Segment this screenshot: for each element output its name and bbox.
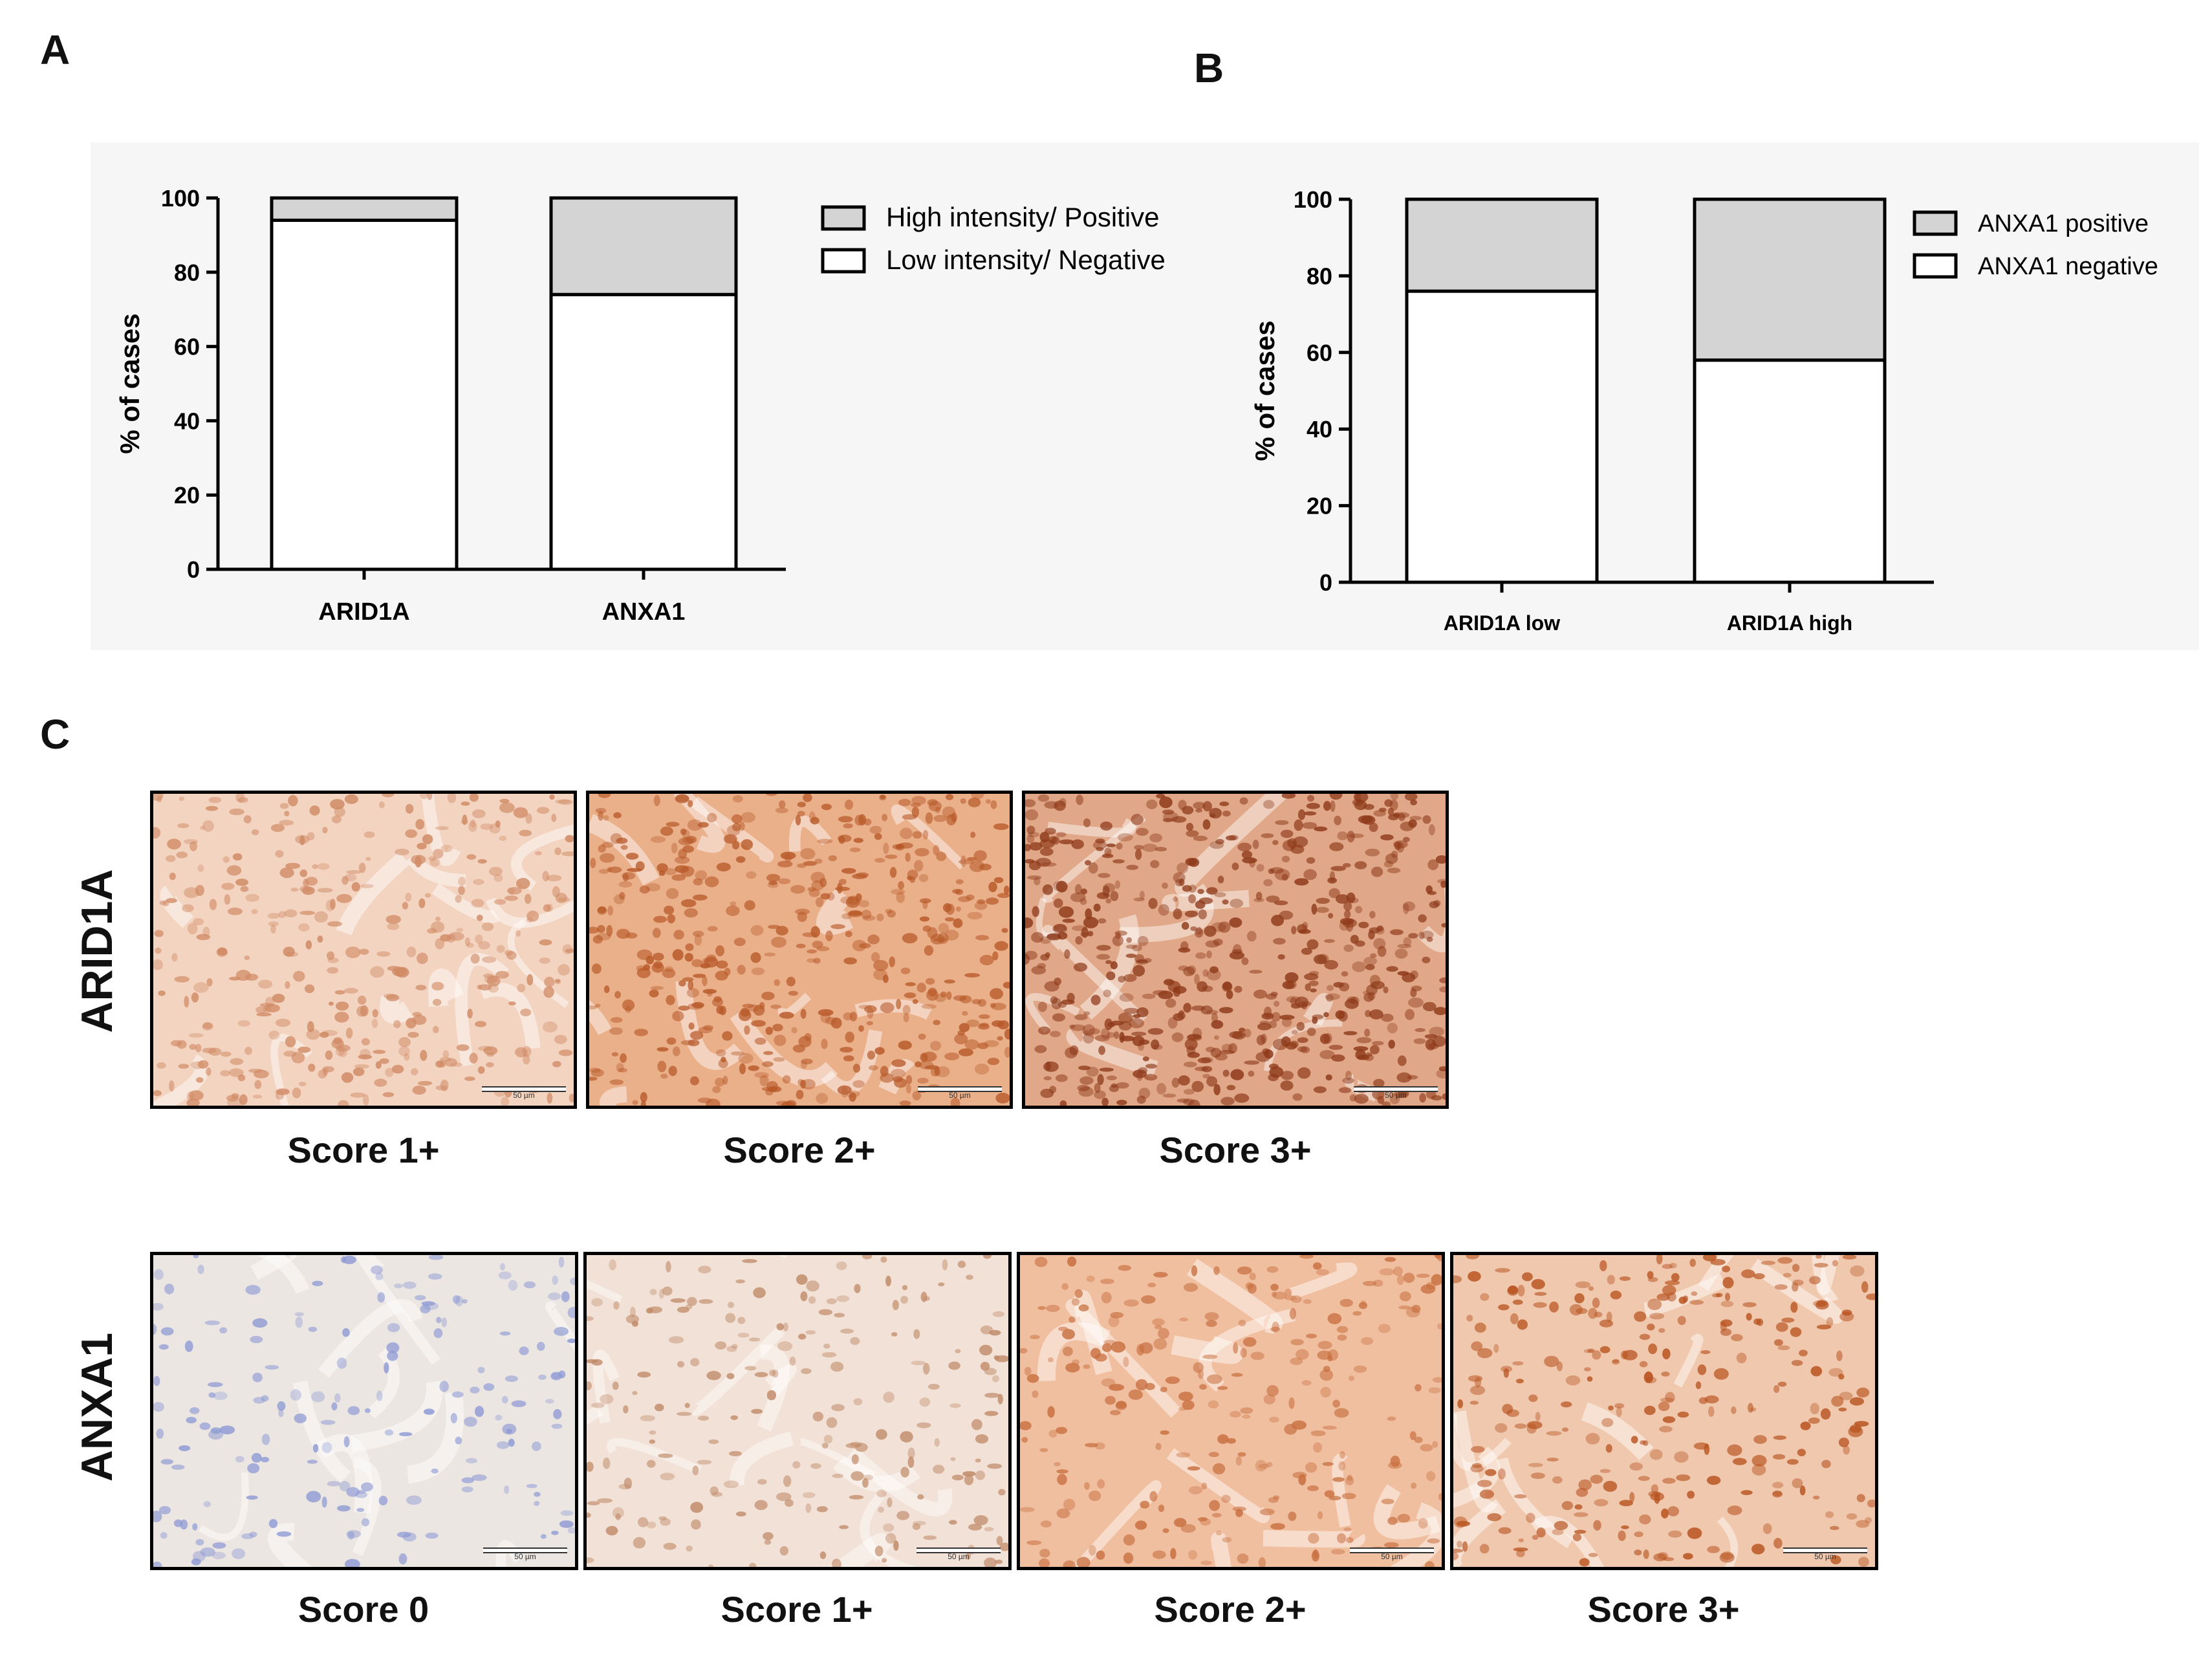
scale-bar: 50 µm (1354, 1084, 1438, 1100)
scale-bar: 50 µm (1350, 1545, 1434, 1561)
chart-a: 0 20 40 60 80 100 % of cases ARID1A ANXA1 High in… (114, 185, 1166, 626)
chart-b-y-tick-label: 100 (1294, 186, 1332, 213)
scale-bar: 50 µm (482, 1084, 566, 1100)
tissue-texture (153, 794, 574, 1106)
scale-bar-label: 50 µm (1814, 1552, 1836, 1561)
chart-a-legend-label: Low intensity/ Negative (886, 245, 1166, 275)
micrograph-arid1a-score-1: 50 µm (150, 791, 577, 1109)
chart-a-bar-arid1a-positive (270, 196, 459, 222)
caption-anxa1-score-0: Score 0 (298, 1589, 429, 1630)
panel-label-a: A (40, 27, 70, 73)
scale-bar-label: 50 µm (948, 1552, 970, 1561)
scale-bar-label: 50 µm (1385, 1091, 1407, 1100)
chart-a-bar-arid1a-negative (270, 218, 459, 571)
chart-a-x-tick-label: ANXA1 (602, 598, 686, 626)
panel-label-b: B (1194, 45, 1224, 91)
caption-anxa1-score-1: Score 1+ (721, 1589, 873, 1630)
scale-bar-label: 50 µm (513, 1091, 535, 1100)
caption-anxa1-score-2: Score 2+ (1154, 1589, 1307, 1630)
micrograph-arid1a-score-2: 50 µm (586, 791, 1013, 1109)
chart-b-x-tick-label: ARID1A low (1444, 611, 1560, 635)
micrograph-anxa1-score-3: 50 µm (1450, 1252, 1878, 1570)
chart-b-y-tick-label: 0 (1319, 569, 1332, 596)
chart-b-y-tick-label: 40 (1307, 416, 1332, 443)
row-label-anxa1: ANXA1 (72, 1332, 122, 1482)
tissue-texture (153, 1255, 575, 1567)
chart-b-x-tick-label: ARID1A high (1727, 611, 1852, 635)
chart-a-bar-anxa1-negative (549, 292, 738, 571)
caption-arid1a-score-2: Score 2+ (723, 1130, 876, 1170)
tissue-texture (587, 1255, 1008, 1567)
micrograph-arid1a-score-3: 50 µm (1022, 791, 1449, 1109)
chart-b-bar-arid1a-low-negative (1405, 289, 1599, 584)
chart-b-bar-arid1a-low-positive (1405, 197, 1599, 293)
chart-b-legend-swatch-negative (1913, 253, 1958, 279)
scale-bar-label: 50 µm (1381, 1552, 1403, 1561)
chart-a-y-tick-label: 60 (174, 334, 200, 360)
chart-a-bar-anxa1-positive (549, 196, 738, 296)
tissue-texture (1025, 794, 1446, 1106)
chart-a-legend-swatch-negative (821, 248, 866, 274)
chart-a-y-tick-label: 20 (174, 482, 200, 508)
chart-a-y-tick-label: 40 (174, 408, 200, 434)
caption-arid1a-score-1: Score 1+ (287, 1130, 440, 1170)
chart-b-y-tick-label: 80 (1307, 263, 1332, 289)
chart-a-x-tick-label: ARID1A (318, 598, 409, 626)
chart-a-y-axis-label: % of cases (114, 313, 145, 454)
chart-a-y-tick-label: 80 (174, 259, 200, 286)
row-label-arid1a: ARID1A (72, 869, 122, 1033)
tissue-texture (1020, 1255, 1442, 1567)
micrograph-anxa1-score-1: 50 µm (583, 1252, 1012, 1570)
micrograph-anxa1-score-2: 50 µm (1017, 1252, 1445, 1570)
scale-bar: 50 µm (918, 1084, 1002, 1100)
scale-bar: 50 µm (483, 1545, 567, 1561)
chart-b-y-tick-label: 20 (1307, 493, 1332, 519)
micrograph-anxa1-score-0: 50 µm (150, 1252, 578, 1570)
chart-a-legend-swatch-positive (821, 205, 866, 231)
chart-b-legend-label: ANXA1 positive (1978, 210, 2149, 237)
scale-bar-label: 50 µm (949, 1091, 971, 1100)
chart-b-legend-label: ANXA1 negative (1978, 253, 2158, 280)
chart-b: 0 20 40 60 80 100 % of cases ARID1A low ARID1A h… (1250, 186, 2158, 635)
scale-bar: 50 µm (1783, 1545, 1867, 1561)
chart-a-legend-label: High intensity/ Positive (886, 202, 1160, 232)
caption-anxa1-score-3: Score 3+ (1587, 1589, 1740, 1630)
scale-bar: 50 µm (916, 1545, 1001, 1561)
tissue-texture (589, 794, 1010, 1106)
caption-arid1a-score-3: Score 3+ (1159, 1130, 1312, 1170)
panel-label-c: C (40, 711, 70, 758)
scale-bar-label: 50 µm (514, 1552, 536, 1561)
tissue-texture (1453, 1255, 1875, 1567)
chart-b-y-axis-label: % of cases (1250, 320, 1280, 461)
chart-b-bar-arid1a-high-positive (1693, 197, 1887, 362)
chart-b-legend-swatch-positive (1913, 210, 1958, 236)
chart-b-bar-arid1a-high-negative (1693, 358, 1887, 584)
chart-b-y-tick-label: 60 (1307, 340, 1332, 366)
chart-a-y-tick-label: 0 (187, 556, 200, 583)
chart-a-y-tick-label: 100 (161, 185, 200, 212)
